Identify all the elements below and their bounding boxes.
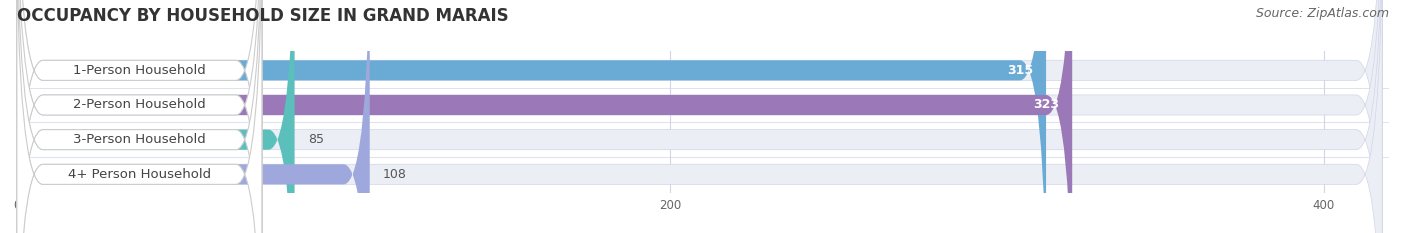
FancyBboxPatch shape bbox=[17, 0, 1382, 233]
FancyBboxPatch shape bbox=[17, 0, 370, 233]
FancyBboxPatch shape bbox=[17, 0, 1382, 233]
Text: 4+ Person Household: 4+ Person Household bbox=[67, 168, 211, 181]
Text: 323: 323 bbox=[1033, 99, 1059, 112]
Text: Source: ZipAtlas.com: Source: ZipAtlas.com bbox=[1256, 7, 1389, 20]
Text: 315: 315 bbox=[1007, 64, 1033, 77]
FancyBboxPatch shape bbox=[17, 0, 262, 233]
FancyBboxPatch shape bbox=[17, 0, 1382, 233]
FancyBboxPatch shape bbox=[17, 0, 262, 233]
FancyBboxPatch shape bbox=[17, 0, 262, 233]
Text: 3-Person Household: 3-Person Household bbox=[73, 133, 205, 146]
Text: 85: 85 bbox=[308, 133, 323, 146]
FancyBboxPatch shape bbox=[17, 0, 1382, 233]
Text: 1-Person Household: 1-Person Household bbox=[73, 64, 205, 77]
Text: 108: 108 bbox=[382, 168, 406, 181]
Text: OCCUPANCY BY HOUSEHOLD SIZE IN GRAND MARAIS: OCCUPANCY BY HOUSEHOLD SIZE IN GRAND MAR… bbox=[17, 7, 509, 25]
FancyBboxPatch shape bbox=[17, 0, 262, 233]
FancyBboxPatch shape bbox=[17, 0, 295, 233]
FancyBboxPatch shape bbox=[17, 0, 1073, 233]
FancyBboxPatch shape bbox=[17, 0, 1046, 233]
Text: 2-Person Household: 2-Person Household bbox=[73, 99, 205, 112]
